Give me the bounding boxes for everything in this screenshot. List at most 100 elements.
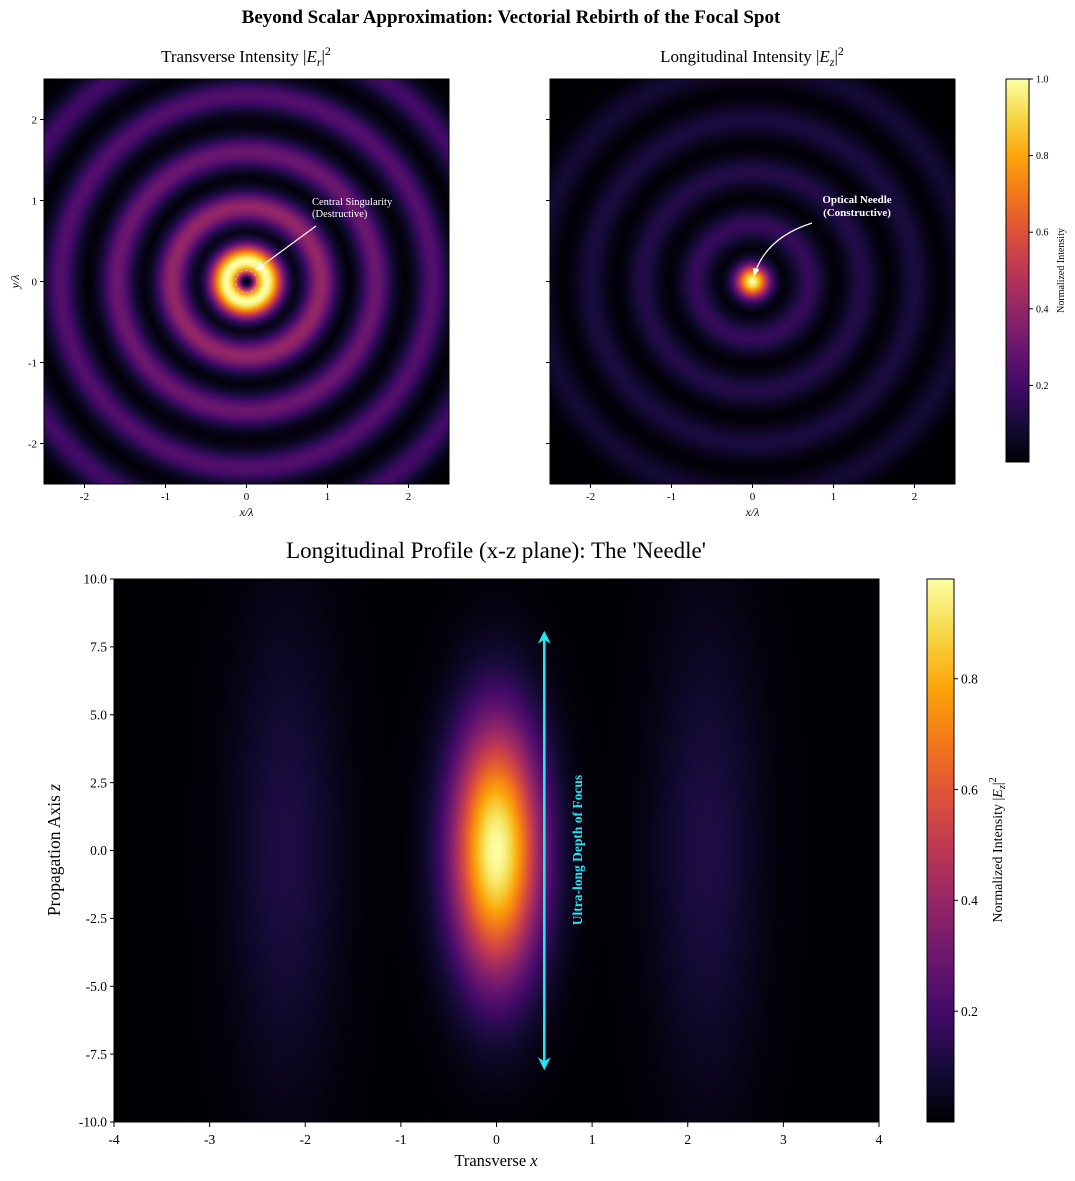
profile-xlabel-var: x bbox=[529, 1151, 538, 1170]
x-tick-label: 4 bbox=[876, 1132, 883, 1147]
singularity-annotation: Central Singularity (Destructive) bbox=[312, 197, 393, 220]
bottom-colorbar-label-suffix: | bbox=[991, 782, 1006, 785]
x-tick-label: 0 bbox=[244, 491, 250, 503]
bottom-colorbar-label-var: E bbox=[991, 789, 1006, 799]
x-tick-label: 3 bbox=[780, 1132, 787, 1147]
colorbar-tick-label: 0.2 bbox=[1036, 381, 1049, 392]
x-tick-label: -2 bbox=[80, 491, 89, 503]
bottom-colorbar-gradient bbox=[926, 578, 955, 1123]
transverse-title-var: E bbox=[305, 47, 317, 66]
y-tick-label: 0.0 bbox=[90, 843, 107, 858]
longitudinal-title-suffix: | bbox=[834, 47, 837, 66]
y-tick-label: 2.5 bbox=[90, 775, 107, 790]
transverse-title: Transverse Intensity |Er|2 bbox=[161, 44, 331, 69]
figure-title: Beyond Scalar Approximation: Vectorial R… bbox=[242, 7, 781, 28]
depth-of-focus-annotation: Ultra-long Depth of Focus bbox=[570, 775, 585, 925]
y-tick-label: 1 bbox=[32, 195, 38, 207]
y-tick-label: -7.5 bbox=[86, 1047, 108, 1062]
singularity-line2: (Destructive) bbox=[312, 209, 368, 220]
y-tick-label: -2.5 bbox=[86, 911, 108, 926]
longitudinal-xlabel: x/λ bbox=[745, 505, 760, 519]
profile-yticks: 10.0 7.5 5.0 2.5 0.0 -2.5 -5.0 -7.5 -10.0 bbox=[79, 572, 114, 1130]
y-tick-label: 5.0 bbox=[90, 707, 107, 722]
y-tick-label: -1 bbox=[28, 357, 37, 369]
profile-xlabel: Transverse x bbox=[454, 1151, 538, 1170]
top-colorbar-ticks: 0.2 0.4 0.6 0.8 1.0 bbox=[1029, 75, 1049, 392]
longitudinal-panel: Longitudinal Intensity |Ez|2 Optical Nee… bbox=[546, 44, 956, 519]
y-tick-label: 0 bbox=[32, 276, 38, 288]
transverse-heatmap bbox=[44, 79, 449, 484]
longitudinal-title-sup: 2 bbox=[838, 44, 844, 58]
longitudinal-title-prefix: Longitudinal Intensity | bbox=[660, 47, 819, 66]
bottom-colorbar-label-prefix: Normalized Intensity | bbox=[991, 798, 1006, 923]
profile-ylabel-prefix: Propagation Axis bbox=[44, 791, 64, 916]
transverse-title-sub: r bbox=[317, 55, 322, 69]
bottom-colorbar-label-sub: z bbox=[997, 785, 1008, 790]
singularity-arrow bbox=[255, 225, 317, 271]
transverse-title-suffix: | bbox=[322, 47, 325, 66]
top-colorbar-gradient bbox=[1005, 78, 1030, 463]
profile-panel: Longitudinal Profile (x-z plane): The 'N… bbox=[44, 538, 883, 1170]
x-tick-label: -1 bbox=[395, 1132, 406, 1147]
y-tick-label: 10.0 bbox=[83, 572, 107, 587]
x-tick-label: -1 bbox=[667, 491, 676, 503]
bottom-colorbar-label-sup: 2 bbox=[988, 777, 999, 782]
needle-annotation: Optical Needle (Constructive) bbox=[822, 194, 891, 219]
profile-xticks: -4 -3 -2 -1 0 1 2 3 4 bbox=[108, 1122, 883, 1147]
transverse-title-prefix: Transverse Intensity | bbox=[161, 47, 306, 66]
x-tick-label: 1 bbox=[325, 491, 331, 503]
colorbar-tick-label: 0.4 bbox=[1036, 304, 1049, 315]
needle-line1: Optical Needle bbox=[822, 194, 891, 206]
transverse-yticks: -2 -1 0 1 2 bbox=[28, 114, 44, 450]
profile-ylabel-var: z bbox=[44, 784, 64, 792]
profile-ylabel: Propagation Axis z bbox=[44, 784, 64, 916]
longitudinal-xticks: -2 -1 0 1 2 bbox=[586, 484, 917, 503]
transverse-xticks: -2 -1 0 1 2 bbox=[80, 484, 411, 503]
colorbar-tick-label: 0.8 bbox=[961, 671, 978, 686]
longitudinal-title-sub: z bbox=[829, 55, 835, 69]
needle-line2: (Constructive) bbox=[823, 207, 891, 219]
top-colorbar-label: Normalized Intensity bbox=[1056, 228, 1067, 313]
x-tick-label: -2 bbox=[300, 1132, 311, 1147]
longitudinal-title: Longitudinal Intensity |Ez|2 bbox=[660, 44, 844, 69]
x-tick-label: -2 bbox=[586, 491, 595, 503]
bottom-colorbar-ticks: 0.2 0.4 0.6 0.8 bbox=[954, 671, 978, 1019]
colorbar-tick-label: 0.4 bbox=[961, 893, 978, 908]
longitudinal-yticks bbox=[546, 119, 550, 444]
colorbar-tick-label: 0.6 bbox=[961, 782, 978, 797]
singularity-line1: Central Singularity bbox=[312, 197, 393, 208]
y-tick-label: -10.0 bbox=[79, 1115, 107, 1130]
colorbar-tick-label: 0.2 bbox=[961, 1004, 978, 1019]
transverse-xlabel: x/λ bbox=[239, 505, 254, 519]
colorbar-tick-label: 0.8 bbox=[1036, 151, 1049, 162]
bottom-colorbar-label: Normalized Intensity |Ez|2 bbox=[988, 777, 1008, 922]
colorbar-tick-label: 0.6 bbox=[1036, 228, 1049, 239]
x-tick-label: -3 bbox=[204, 1132, 215, 1147]
transverse-ylabel: y/λ bbox=[8, 275, 22, 290]
x-tick-label: 2 bbox=[912, 491, 918, 503]
colorbar-tick-label: 1.0 bbox=[1036, 75, 1049, 86]
x-tick-label: 2 bbox=[406, 491, 412, 503]
profile-xlabel-prefix: Transverse bbox=[454, 1151, 530, 1170]
profile-heatmap bbox=[114, 579, 879, 1122]
y-tick-label: 2 bbox=[32, 114, 38, 126]
x-tick-label: 0 bbox=[493, 1132, 500, 1147]
bottom-colorbar: 0.2 0.4 0.6 0.8 Normalized Intensity |Ez|2 bbox=[926, 578, 1008, 1123]
x-tick-label: -1 bbox=[161, 491, 170, 503]
x-tick-label: 2 bbox=[684, 1132, 691, 1147]
longitudinal-heatmap bbox=[550, 79, 955, 484]
singularity-circle bbox=[234, 269, 259, 294]
y-tick-label: -2 bbox=[28, 438, 37, 450]
x-tick-label: 0 bbox=[750, 491, 756, 503]
top-colorbar: 0.2 0.4 0.6 0.8 1.0 Normalized Intensity bbox=[1005, 75, 1067, 463]
transverse-panel: Transverse Intensity |Er|2 Central Singu… bbox=[8, 44, 450, 519]
profile-title: Longitudinal Profile (x-z plane): The 'N… bbox=[286, 538, 706, 563]
y-tick-label: 7.5 bbox=[90, 640, 107, 655]
x-tick-label: 1 bbox=[831, 491, 837, 503]
y-tick-label: -5.0 bbox=[86, 979, 108, 994]
needle-arrow bbox=[752, 222, 813, 277]
x-tick-label: -4 bbox=[108, 1132, 119, 1147]
longitudinal-title-var: E bbox=[818, 47, 830, 66]
transverse-title-sup: 2 bbox=[325, 44, 331, 58]
